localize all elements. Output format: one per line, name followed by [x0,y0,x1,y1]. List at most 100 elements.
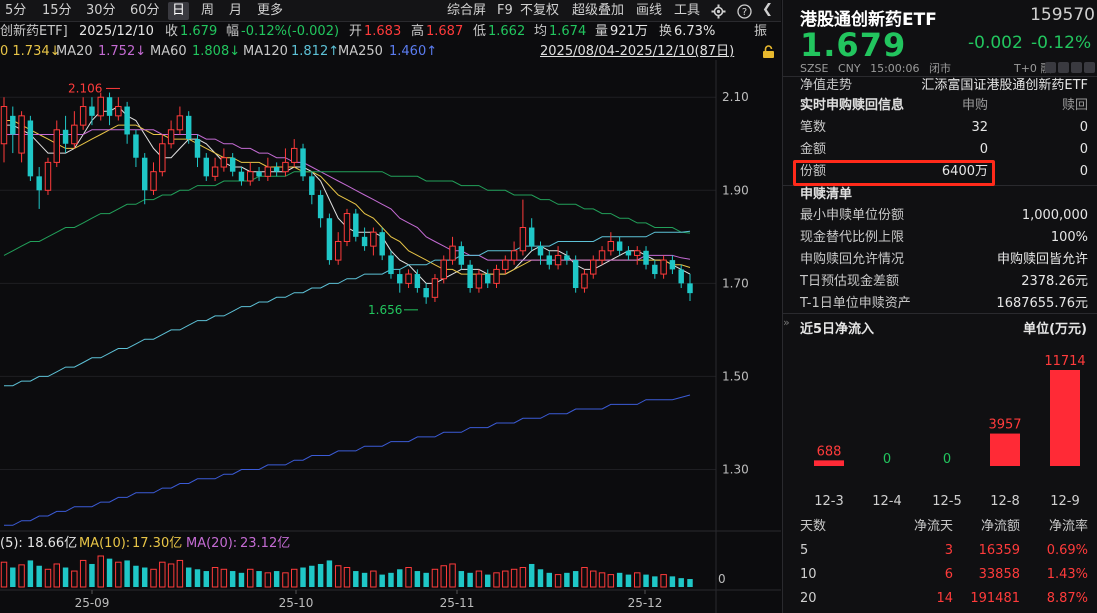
volume-label: 量 [595,24,609,39]
amp-label: 幅 [226,24,240,39]
rt-amount-label: 金额 [800,142,827,157]
rt-amount-sub: 0 [979,142,988,157]
tab-15min[interactable]: 15分 [42,3,72,18]
inflow-value-label: 11714 [1044,354,1085,369]
volume-bar [669,576,676,587]
edit-icon[interactable] [1071,62,1082,73]
list-icon[interactable] [1084,62,1095,73]
kline-chart[interactable]: 2.10 1.90 1.70 1.50 1.30 2.106 1.656 0 25-09 25-1… [0,60,781,613]
security-name-fragment: 创新药ETF] [0,24,68,39]
candle-body [510,250,518,261]
tools-button[interactable]: 工具 [674,3,701,18]
cell-net-rate: 1.43% [1046,567,1088,582]
redeem-col-header: 赎回 [1061,98,1088,113]
chevron-left-icon[interactable]: ❮ [762,2,773,17]
candle-body [370,231,377,247]
candle-body [449,245,456,261]
y-tick-label: 1.70 [722,276,749,290]
cell-net-days: 3 [944,543,953,558]
market-time: 15:00:06 [870,62,920,75]
high-annotation: 2.106 [68,81,102,95]
x-tick-label: 25-09 [75,596,110,610]
tab-day[interactable]: 日 [168,2,190,20]
subscribe-col-header: 申购 [961,98,988,113]
candle-body [625,250,632,256]
tab-5min[interactable]: 5分 [5,3,27,18]
volume-bar [256,571,262,587]
compare-icon[interactable] [1045,62,1056,73]
volume-bar [264,572,272,588]
candle-body [167,129,175,145]
lock-icon[interactable] [761,45,776,59]
quick-icons [1045,60,1097,75]
candle-body [353,213,359,237]
cell-days: 20 [800,591,817,606]
list-row: 申购赎回允许情况 申购赎回皆允许 [783,249,1097,271]
volume-bar [229,571,236,587]
tab-30min[interactable]: 30分 [86,3,116,18]
candle-body [581,273,588,289]
col-net-days: 净流天 [913,519,953,534]
ma250-value: 1.460↑ [389,44,438,59]
candle-body [546,255,553,265]
gear-icon[interactable] [711,4,726,19]
volume-bar [159,561,166,588]
cell-net-rate: 0.69% [1046,543,1088,558]
tab-month[interactable]: 月 [229,3,243,18]
super-overlay-button[interactable]: 超级叠加 [572,3,625,18]
volume-bar [27,560,34,587]
table-row: 10 6 33858 1.43% [783,564,1097,586]
candle-body [27,120,34,177]
flow-unit: 单位(万元) [1023,322,1087,337]
tab-week[interactable]: 周 [201,3,215,18]
expand-chevron-icon[interactable]: » [783,316,790,329]
rt-shares-red: 0 [1079,164,1088,179]
volume-bar [353,571,359,587]
col-days: 天数 [800,519,827,534]
inflow-bar [814,460,844,466]
turnover-value: 6.73% [674,24,716,39]
avg-label: 均 [534,24,548,39]
info-icon[interactable]: ? [737,4,752,19]
rt-shares-label: 份额 [800,164,827,179]
tab-more[interactable]: 更多 [257,3,284,18]
no-adjust-button[interactable]: 不复权 [520,3,560,18]
candle-body [537,246,544,256]
candle-body [678,269,684,284]
f9-button[interactable]: F9 [497,3,513,18]
candle-body [607,240,615,252]
divider [783,313,1097,314]
candle-body [564,255,570,261]
volume-bar [493,572,500,588]
vol-ma5: (5): 18.66亿 [0,536,78,551]
candle-body [115,106,122,117]
candle-body [458,246,465,265]
volume-bar [71,570,78,588]
inflow-date-label: 12-4 [872,494,902,509]
candle-body [194,139,201,158]
date-range[interactable]: 2025/08/04-2025/12/10(87日) [540,44,735,59]
candle-body [133,134,139,158]
candle-body [554,254,562,266]
fund-full-name: 汇添富国证港股通创新药ETF [921,78,1088,93]
candle-body [185,115,192,140]
candle-body [309,176,315,195]
volume-bar [150,568,157,588]
inflow-value-label: 0 [943,452,951,467]
volume-bar [405,567,412,588]
ma-line-ma250 [4,394,691,526]
candle-body [176,115,184,131]
candle-body [423,288,429,298]
candle-body [590,259,597,275]
candle-body [159,143,166,173]
volume-bar [423,572,429,587]
draw-line-button[interactable]: 画线 [636,3,663,18]
rt-shares-sub: 6400万 [941,164,988,179]
tab-60min[interactable]: 60分 [130,3,160,18]
volume-bar [326,560,333,587]
nav-trend-row[interactable]: 净值走势 汇添富国证港股通创新药ETF [783,75,1097,97]
candle-body [484,274,491,284]
link-icon[interactable] [1058,62,1069,73]
quote-date: 2025/12/10 [79,24,154,39]
composite-screen-button[interactable]: 综合屏 [447,3,487,18]
